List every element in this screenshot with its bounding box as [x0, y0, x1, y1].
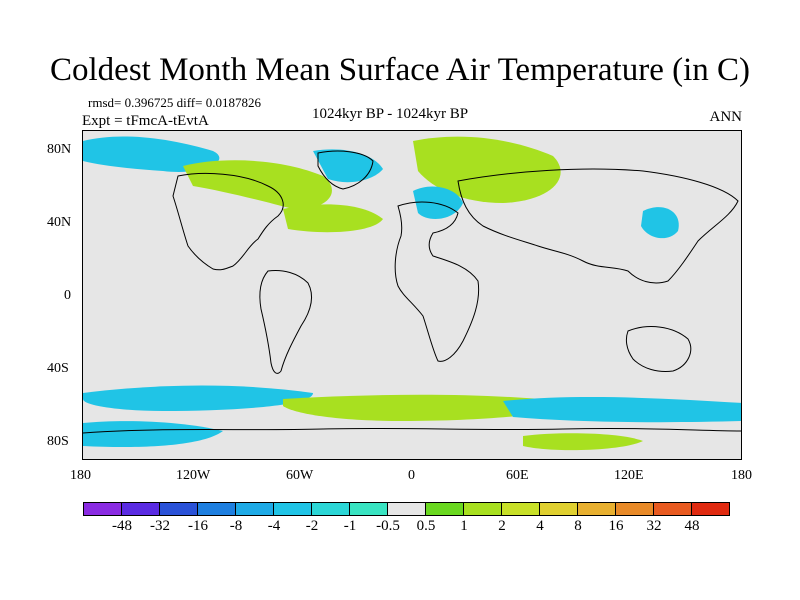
colorbar-swatch: [159, 502, 198, 516]
colorbar-swatch: [577, 502, 616, 516]
colorbar-swatch: [615, 502, 654, 516]
cyan-patch-southern-ocean-w: [83, 385, 313, 411]
lon-tick-60w: 60W: [286, 468, 314, 483]
lat-tick-40n: 40N: [47, 215, 72, 230]
green-patch-southern-ocean: [283, 394, 567, 421]
colorbar-swatch: [83, 502, 122, 516]
south-america-coast: [259, 270, 312, 374]
colorbar-swatch: [349, 502, 388, 516]
colorbar-swatch: [235, 502, 274, 516]
australia-coast: [625, 326, 692, 372]
colorbar: [83, 502, 730, 516]
colorbar-label: -8: [229, 518, 243, 534]
colorbar-swatch: [501, 502, 540, 516]
lat-tick-80n: 80N: [47, 142, 72, 157]
colorbar-label: 0.5: [416, 518, 436, 534]
cyan-patch-scandinavia: [413, 186, 463, 219]
colorbar-swatch: [311, 502, 350, 516]
colorbar-label: 1: [460, 518, 468, 534]
colorbar-label: 4: [536, 518, 544, 534]
colorbar-swatch: [539, 502, 578, 516]
cyan-patch-east-asia: [641, 207, 679, 239]
colorbar-swatch: [121, 502, 160, 516]
colorbar-label: -32: [150, 518, 170, 534]
season-text: ANN: [709, 109, 743, 125]
green-patch-antarctica-e: [523, 433, 643, 451]
colorbar-label: -1: [343, 518, 357, 534]
colorbar-label: -4: [267, 518, 281, 534]
colorbar-swatch: [653, 502, 692, 516]
coastlines: [83, 150, 741, 434]
colorbar-label: -48: [112, 518, 132, 534]
lon-tick-180e: 180: [731, 468, 752, 483]
map-panel: [82, 130, 742, 460]
asia-coast: [457, 168, 739, 284]
colorbar-swatch: [273, 502, 312, 516]
stats-text: rmsd= 0.396725 diff= 0.0187826: [88, 95, 261, 110]
antarctica-coast: [83, 427, 741, 434]
lat-tick-0: 0: [64, 288, 71, 303]
colorbar-label: 48: [684, 518, 700, 534]
lon-tick-0: 0: [408, 468, 415, 483]
map-title: Coldest Month Mean Surface Air Temperatu…: [50, 52, 750, 88]
europe-africa-coast: [394, 201, 480, 362]
colorbar-label: 8: [574, 518, 582, 534]
greenland-coast: [317, 150, 374, 190]
colorbar-swatch: [691, 502, 730, 516]
colorbar-swatch: [463, 502, 502, 516]
colorbar-label: 32: [646, 518, 662, 534]
green-patch-atlantic: [283, 204, 383, 233]
colorbar-swatch: [197, 502, 236, 516]
green-patch-canada: [183, 160, 332, 210]
period-text: 1024kyr BP - 1024kyr BP: [312, 106, 469, 122]
lon-tick-120w: 120W: [176, 468, 211, 483]
colorbar-label: 16: [608, 518, 624, 534]
colorbar-label: -2: [305, 518, 319, 534]
lon-tick-120e: 120E: [614, 468, 644, 483]
north-america-coast: [172, 172, 284, 271]
colorbar-swatch: [425, 502, 464, 516]
cyan-patch-arctic-west: [83, 136, 220, 172]
lat-tick-40s: 40S: [47, 361, 69, 376]
cyan-patch-greenland: [313, 149, 383, 183]
cyan-patch-antarctica-w: [83, 421, 223, 448]
colorbar-label: 2: [498, 518, 506, 534]
lon-tick-60e: 60E: [506, 468, 529, 483]
experiment-text: Expt = tFmcA-tEvtA: [82, 113, 209, 129]
green-patch-europe: [413, 136, 561, 203]
colorbar-swatch: [387, 502, 426, 516]
lon-tick-180w: 180: [70, 468, 91, 483]
colorbar-label: -16: [188, 518, 208, 534]
map-svg: [83, 136, 741, 451]
cyan-patch-southern-ocean-e: [503, 397, 741, 423]
lat-tick-80s: 80S: [47, 434, 69, 449]
anomaly-patches: [83, 136, 741, 451]
colorbar-label: -0.5: [376, 518, 400, 534]
